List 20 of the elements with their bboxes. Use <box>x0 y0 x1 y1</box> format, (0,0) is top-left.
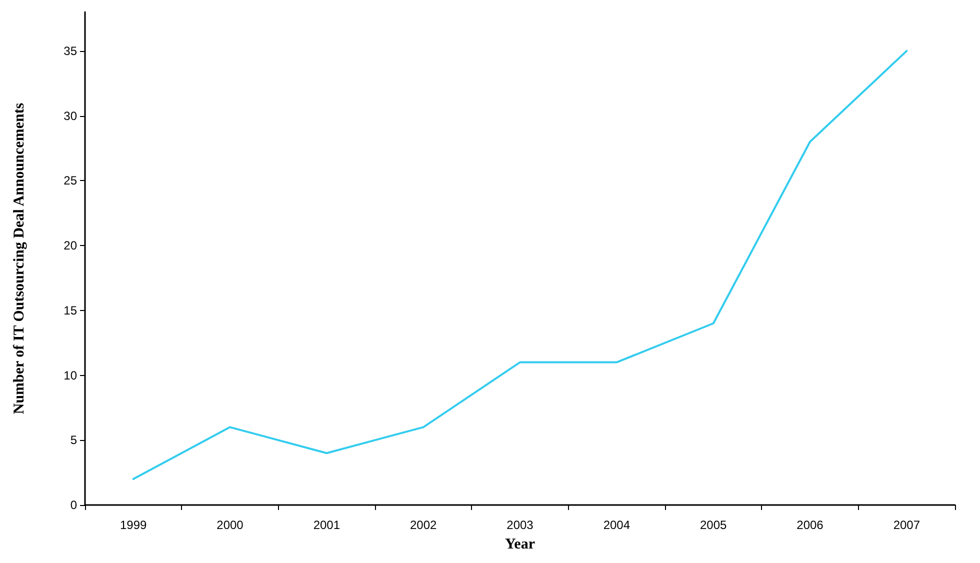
y-tick-label: 15 <box>64 303 78 318</box>
y-tick-label: 10 <box>64 368 78 382</box>
x-tick-label: 1999 <box>120 518 148 532</box>
y-tick-label: 25 <box>64 174 78 188</box>
y-tick-label: 30 <box>64 108 78 123</box>
x-tick-label: 2007 <box>893 518 920 532</box>
x-tick-label: 2004 <box>603 518 630 532</box>
y-tick-label: 5 <box>70 433 78 448</box>
x-tick-label: 2006 <box>796 518 824 532</box>
line-series <box>132 50 908 480</box>
y-axis-title: Number of IT Outsourcing Deal Announcements <box>12 102 28 414</box>
x-tick-label: 2001 <box>313 518 340 532</box>
x-axis-title: Year <box>505 536 536 552</box>
y-tick-label: 35 <box>64 44 78 58</box>
y-tick-label: 20 <box>64 238 78 253</box>
x-tick-label: 2000 <box>216 518 244 532</box>
x-tick-label: 2002 <box>410 518 438 532</box>
x-tick-label: 2003 <box>506 518 534 532</box>
y-tick-label: 0 <box>70 498 78 512</box>
x-tick-label: 2005 <box>700 518 728 532</box>
